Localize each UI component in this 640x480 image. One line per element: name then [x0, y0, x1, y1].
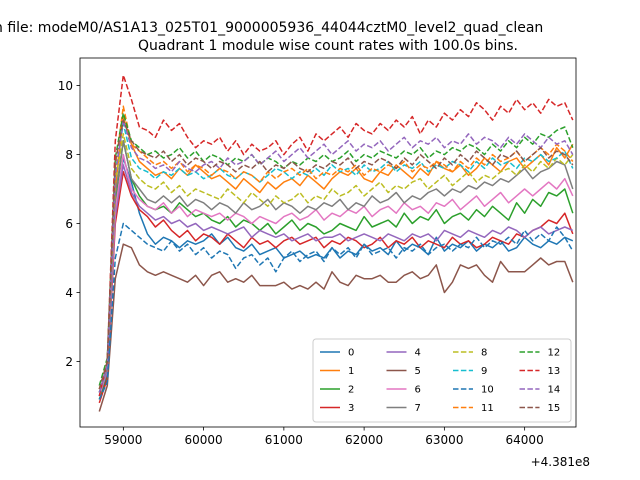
series-line-4 — [98, 164, 574, 397]
legend-label-11: 11 — [481, 403, 494, 414]
y-tick-label: 10 — [58, 79, 73, 93]
series-line-14 — [98, 119, 574, 393]
legend-label-4: 4 — [415, 348, 421, 359]
plot-lines — [98, 74, 574, 412]
series-line-15 — [98, 119, 574, 390]
legend-label-12: 12 — [548, 348, 561, 359]
series-line-10 — [98, 222, 574, 400]
series-line-13 — [98, 74, 574, 397]
legend-label-7: 7 — [415, 403, 421, 414]
legend-label-8: 8 — [481, 348, 487, 359]
series-line-6 — [98, 153, 574, 397]
series-line-3 — [98, 171, 574, 404]
legend-label-5: 5 — [415, 366, 421, 377]
series-line-7 — [98, 140, 574, 393]
legend-label-15: 15 — [548, 403, 561, 414]
x-tick-label: 61000 — [265, 433, 303, 447]
y-axis: 2 4 6 8 10 — [58, 79, 80, 369]
y-tick-label: 2 — [65, 355, 73, 369]
legend-label-0: 0 — [348, 348, 354, 359]
legend-label-9: 9 — [481, 366, 487, 377]
x-tick-label: 64000 — [506, 433, 544, 447]
legend-label-1: 1 — [348, 366, 354, 377]
legend-box — [312, 338, 572, 423]
legend-label-14: 14 — [548, 385, 561, 396]
x-tick-label: 59000 — [104, 433, 142, 447]
y-tick-label: 6 — [65, 217, 73, 231]
legend-label-3: 3 — [348, 403, 354, 414]
figure-suptitle: n file: modeM0/AS1A13_025T01_9000005936_… — [0, 20, 543, 36]
series-line-8 — [98, 133, 574, 390]
x-axis: 59000 60000 61000 62000 63000 64000 — [104, 427, 544, 447]
x-tick-label: 62000 — [345, 433, 383, 447]
x-tick-label: 63000 — [425, 433, 463, 447]
legend-label-10: 10 — [481, 385, 494, 396]
series-line-2 — [98, 140, 574, 400]
legend-label-6: 6 — [415, 385, 421, 396]
y-tick-label: 8 — [65, 148, 73, 162]
series-line-12 — [98, 112, 574, 386]
x-offset-label: +4.381e8 — [531, 455, 590, 469]
series-line-5 — [98, 243, 574, 412]
legend-label-13: 13 — [548, 366, 561, 377]
series-line-0 — [98, 157, 574, 397]
x-tick-label: 60000 — [185, 433, 223, 447]
axes-frame — [79, 57, 577, 428]
legend-label-2: 2 — [348, 385, 354, 396]
series-line-9 — [98, 122, 574, 393]
y-tick-label: 4 — [65, 286, 73, 300]
chart-title: Quadrant 1 module wise count rates with … — [138, 38, 518, 54]
